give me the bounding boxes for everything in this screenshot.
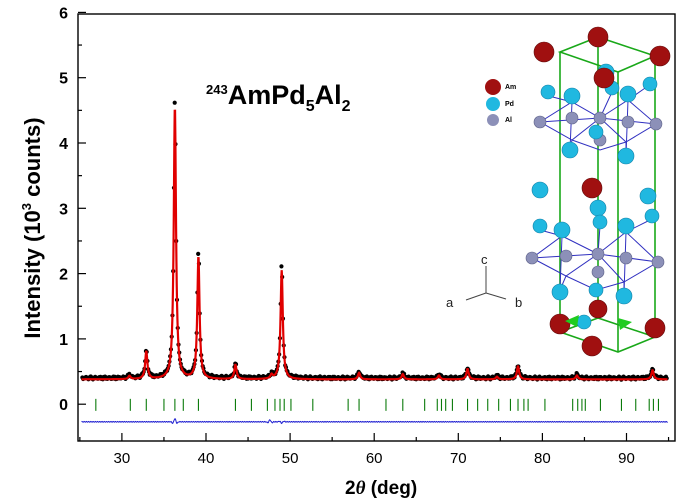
x-axis-ticks: 30 40 50 60 70 80 90	[79, 433, 670, 467]
cell-axis-arrows	[565, 315, 632, 330]
mass-number: 243	[206, 82, 228, 97]
formula-part-2: Al	[315, 80, 342, 110]
y-tick-label: 3	[59, 201, 68, 218]
axis-label-a: a	[446, 295, 454, 310]
observed-point	[172, 100, 177, 105]
y-axis-title-main: Intensity (10	[20, 210, 45, 338]
y-tick-label: 2	[59, 267, 68, 284]
x-axis-title: 2θ (deg)	[345, 478, 417, 499]
bragg-markers	[95, 398, 660, 411]
legend-al-swatch	[487, 114, 499, 126]
y-axis-title-sup: 3	[19, 203, 34, 210]
difference-curve	[81, 418, 668, 425]
legend-am-swatch	[485, 79, 501, 95]
legend-am-label: Am	[505, 84, 516, 91]
am-atoms	[533, 26, 671, 357]
al-atoms	[525, 111, 665, 279]
x-tick-label: 80	[534, 450, 551, 467]
y-tick-label: 6	[59, 5, 68, 22]
compound-label: 243AmPd5Al2	[206, 80, 351, 115]
legend-pd-swatch	[486, 97, 500, 111]
y-tick-label: 4	[59, 136, 68, 153]
x-tick-label: 50	[282, 450, 299, 467]
x-tick-label: 90	[618, 450, 635, 467]
formula-part-1: AmPd	[228, 80, 306, 110]
axis-label-c: c	[481, 252, 488, 267]
crystal-structure-inset: Am Pd Al c a b	[446, 26, 671, 357]
y-axis-title-end: counts)	[20, 117, 45, 203]
y-axis-ticks: 0 1 2 3 4 5 6	[59, 5, 86, 414]
x-tick-label: 40	[198, 450, 215, 467]
observed-point	[279, 264, 284, 269]
y-axis-title: Intensity (103 counts)	[19, 117, 45, 338]
y-tick-label: 5	[59, 71, 68, 88]
subscript-pd: 5	[306, 98, 315, 115]
axis-label-b: b	[515, 295, 522, 310]
y-tick-label: 1	[59, 332, 68, 349]
x-axis-title-var: θ	[356, 478, 366, 499]
plot-frame	[77, 13, 676, 442]
legend-al-label: Al	[505, 117, 512, 124]
observed-point	[196, 251, 201, 256]
atom-legend: Am Pd Al	[485, 79, 516, 126]
crystal-axes	[465, 266, 507, 301]
legend-pd-label: Pd	[505, 101, 514, 108]
x-tick-label: 30	[114, 450, 131, 467]
subscript-al: 2	[342, 98, 351, 115]
x-axis-title-unit: (deg)	[365, 478, 417, 499]
y-tick-label: 0	[59, 397, 68, 414]
x-tick-label: 70	[450, 450, 467, 467]
x-axis-title-symbol: 2	[345, 478, 356, 499]
calculated-curve	[81, 109, 668, 381]
x-tick-label: 60	[366, 450, 383, 467]
